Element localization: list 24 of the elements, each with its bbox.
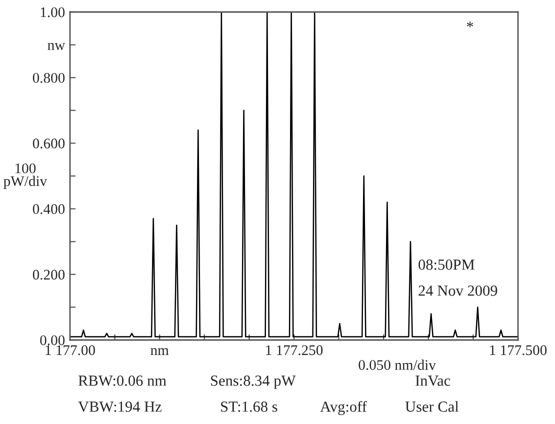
x-tick-label: nm: [150, 348, 169, 355]
y-axis-title: 100 pW/div: [4, 163, 48, 189]
text: ST:1.68 s: [221, 402, 278, 412]
annotation: 24 Nov 2009: [418, 286, 498, 296]
y-tick-label: 0.00: [40, 335, 65, 346]
y-tick-label: nw: [48, 42, 66, 50]
y-tick-label: 0.400: [32, 204, 65, 214]
x-tick-label: 1 177.00: [46, 345, 95, 356]
text: Avg:off: [320, 400, 367, 416]
y-tick-label: 0.600: [32, 138, 65, 148]
text: InVac: [416, 376, 450, 386]
x-tick-label: 1 177.250: [266, 345, 323, 356]
y-tick-label: 0.800: [32, 72, 65, 83]
y-tick-label: 1.00: [40, 7, 65, 18]
text: User Cal: [405, 401, 459, 412]
x-tick-label: 1 177.500: [490, 345, 547, 356]
text: Sens:8.34 pW: [211, 376, 296, 389]
annotation: *: [466, 22, 474, 28]
y-tick-label: 0.200: [32, 270, 65, 280]
line-series: [70, 12, 518, 338]
text: RBW:0.06 nm: [78, 376, 166, 386]
text: VBW:194 Hz: [78, 402, 162, 412]
x-axis-title: 0.050 nm/div: [358, 360, 436, 370]
annotation: 08:50PM: [418, 260, 474, 270]
